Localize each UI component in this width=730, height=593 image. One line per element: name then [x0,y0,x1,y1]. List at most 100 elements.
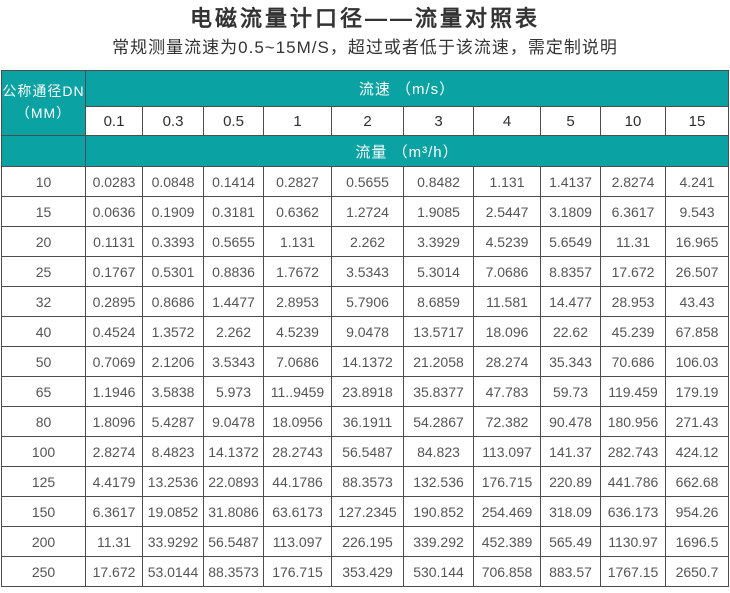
flow-value-cell: 5.973 [203,376,264,407]
dn-value-cell: 40 [1,316,86,347]
flow-value-cell: 0.1131 [85,226,143,257]
flow-value-cell: 176.715 [263,556,332,587]
flow-value-cell: 4.241 [665,166,729,197]
flow-value-cell: 21.2058 [403,346,474,377]
dn-value-cell: 50 [1,346,86,377]
flow-value-cell: 88.3573 [203,556,264,587]
table-row: 150 6.3617 19.0852 31.8086 63.6173 127.2345 19… [1,496,729,527]
flow-value-cell: 1.131 [473,166,541,197]
flow-value-cell: 28.274 [473,346,541,377]
flow-value-cell: 0.7069 [85,346,143,377]
flow-value-cell: 2.262 [331,226,404,257]
flow-value-cell: 9.543 [665,196,729,227]
flow-value-cell: 90.478 [540,406,601,437]
velocity-header-row: 公称通径DN （MM） 流速 （m/s） [1,70,729,136]
flow-value-cell: 5.7906 [331,286,404,317]
dn-header-line1: 公称通径DN [2,83,85,100]
flow-value-cell: 0.6362 [263,196,332,227]
flow-value-cell: 1.4477 [203,286,264,317]
table-row: 40 0.4524 1.3572 2.262 4.5239 9.0478 13.5717 18… [1,316,729,347]
flow-value-cell: 1.4137 [540,166,601,197]
flow-value-cell: 35.343 [540,346,601,377]
flow-value-cell: 26.507 [665,256,729,287]
flow-value-cell: 16.965 [665,226,729,257]
table-row: 20 0.1131 0.3393 0.5655 1.131 2.262 3.3929 4.52… [1,226,729,257]
flow-value-cell: 1.8096 [85,406,143,437]
flow-table-body: 10 0.0283 0.0848 0.1414 0.2827 0.5655 0.8482 1.… [1,166,729,587]
flow-value-cell: 127.2345 [331,496,404,527]
flow-value-cell: 1696.5 [665,526,729,557]
velocity-value-cell: 1 [263,106,332,136]
table-row: 200 11.31 33.9292 56.5487 113.097 226.195 339.… [1,526,729,557]
flow-value-cell: 35.8377 [403,376,474,407]
flow-value-cell: 6.3617 [85,496,143,527]
flow-value-cell: 3.5838 [142,376,204,407]
flow-value-cell: 113.097 [473,436,541,467]
velocity-value-cell: 0.5 [203,106,264,136]
dn-header-line2: （MM） [15,105,72,121]
velocity-value-cell: 10 [600,106,666,136]
flow-value-cell: 0.5655 [203,226,264,257]
flow-value-cell: 67.858 [665,316,729,347]
flow-value-cell: 13.5717 [403,316,474,347]
flow-value-cell: 7.0686 [473,256,541,287]
flow-value-cell: 11..9459 [263,376,332,407]
flow-value-cell: 53.0144 [142,556,204,587]
flow-value-cell: 220.89 [540,466,601,497]
flow-value-cell: 0.3181 [203,196,264,227]
dn-value-cell: 32 [1,286,86,317]
flow-value-cell: 106.03 [665,346,729,377]
corner-empty-cell [1,135,86,167]
dn-value-cell: 150 [1,496,86,527]
flow-value-cell: 11.581 [473,286,541,317]
velocity-value-cell: 2 [331,106,404,136]
flow-value-cell: 254.469 [473,496,541,527]
flow-value-cell: 11.31 [600,226,666,257]
dn-value-cell: 25 [1,256,86,287]
flow-value-cell: 9.0478 [203,406,264,437]
flow-value-cell: 56.5487 [203,526,264,557]
flow-unit-header: 流量 （m³/h） [85,135,729,167]
flow-value-cell: 5.4287 [142,406,204,437]
flow-value-cell: 54.2867 [403,406,474,437]
flow-value-cell: 56.5487 [331,436,404,467]
flow-value-cell: 0.8686 [142,286,204,317]
flow-value-cell: 1.7672 [263,256,332,287]
flow-value-cell: 28.953 [600,286,666,317]
table-row: 125 4.4179 13.2536 22.0893 44.1786 88.3573 132… [1,466,729,497]
flow-value-cell: 636.173 [600,496,666,527]
flow-value-cell: 190.852 [403,496,474,527]
flow-value-cell: 47.783 [473,376,541,407]
dn-value-cell: 15 [1,196,86,227]
dn-value-cell: 200 [1,526,86,557]
flow-value-cell: 282.743 [600,436,666,467]
flow-value-cell: 565.49 [540,526,601,557]
flow-value-cell: 4.4179 [85,466,143,497]
flow-value-cell: 23.8918 [331,376,404,407]
flow-value-cell: 63.6173 [263,496,332,527]
flow-value-cell: 28.2743 [263,436,332,467]
flow-value-cell: 176.715 [473,466,541,497]
flow-value-cell: 59.73 [540,376,601,407]
flow-value-cell: 8.6859 [403,286,474,317]
flow-value-cell: 0.0283 [85,166,143,197]
flow-value-cell: 4.5239 [473,226,541,257]
flow-value-cell: 180.956 [600,406,666,437]
flow-value-cell: 18.096 [473,316,541,347]
velocity-unit-header: 流速 （m/s） [85,70,729,107]
page-subtitle: 常规测量流速为0.5~15M/S，超过或者低于该流速，需定制说明 [112,38,618,57]
flow-value-cell: 5.3014 [403,256,474,287]
flow-value-cell: 0.1767 [85,256,143,287]
flow-value-cell: 33.9292 [142,526,204,557]
flow-comparison-table: 公称通径DN （MM） 流速 （m/s） 0.1 0.3 0.5 1 2 3 4 5 10 15 … [1,70,729,587]
flow-value-cell: 353.429 [331,556,404,587]
flow-value-cell: 1.2724 [331,196,404,227]
flow-value-cell: 14.1372 [331,346,404,377]
flow-value-cell: 883.57 [540,556,601,587]
velocity-value-cell: 15 [665,106,729,136]
page-title: 电磁流量计口径——流量对照表 [189,6,540,31]
dn-value-cell: 80 [1,406,86,437]
flow-value-cell: 0.4524 [85,316,143,347]
flow-value-cell: 1.1946 [85,376,143,407]
flow-value-cell: 17.672 [600,256,666,287]
